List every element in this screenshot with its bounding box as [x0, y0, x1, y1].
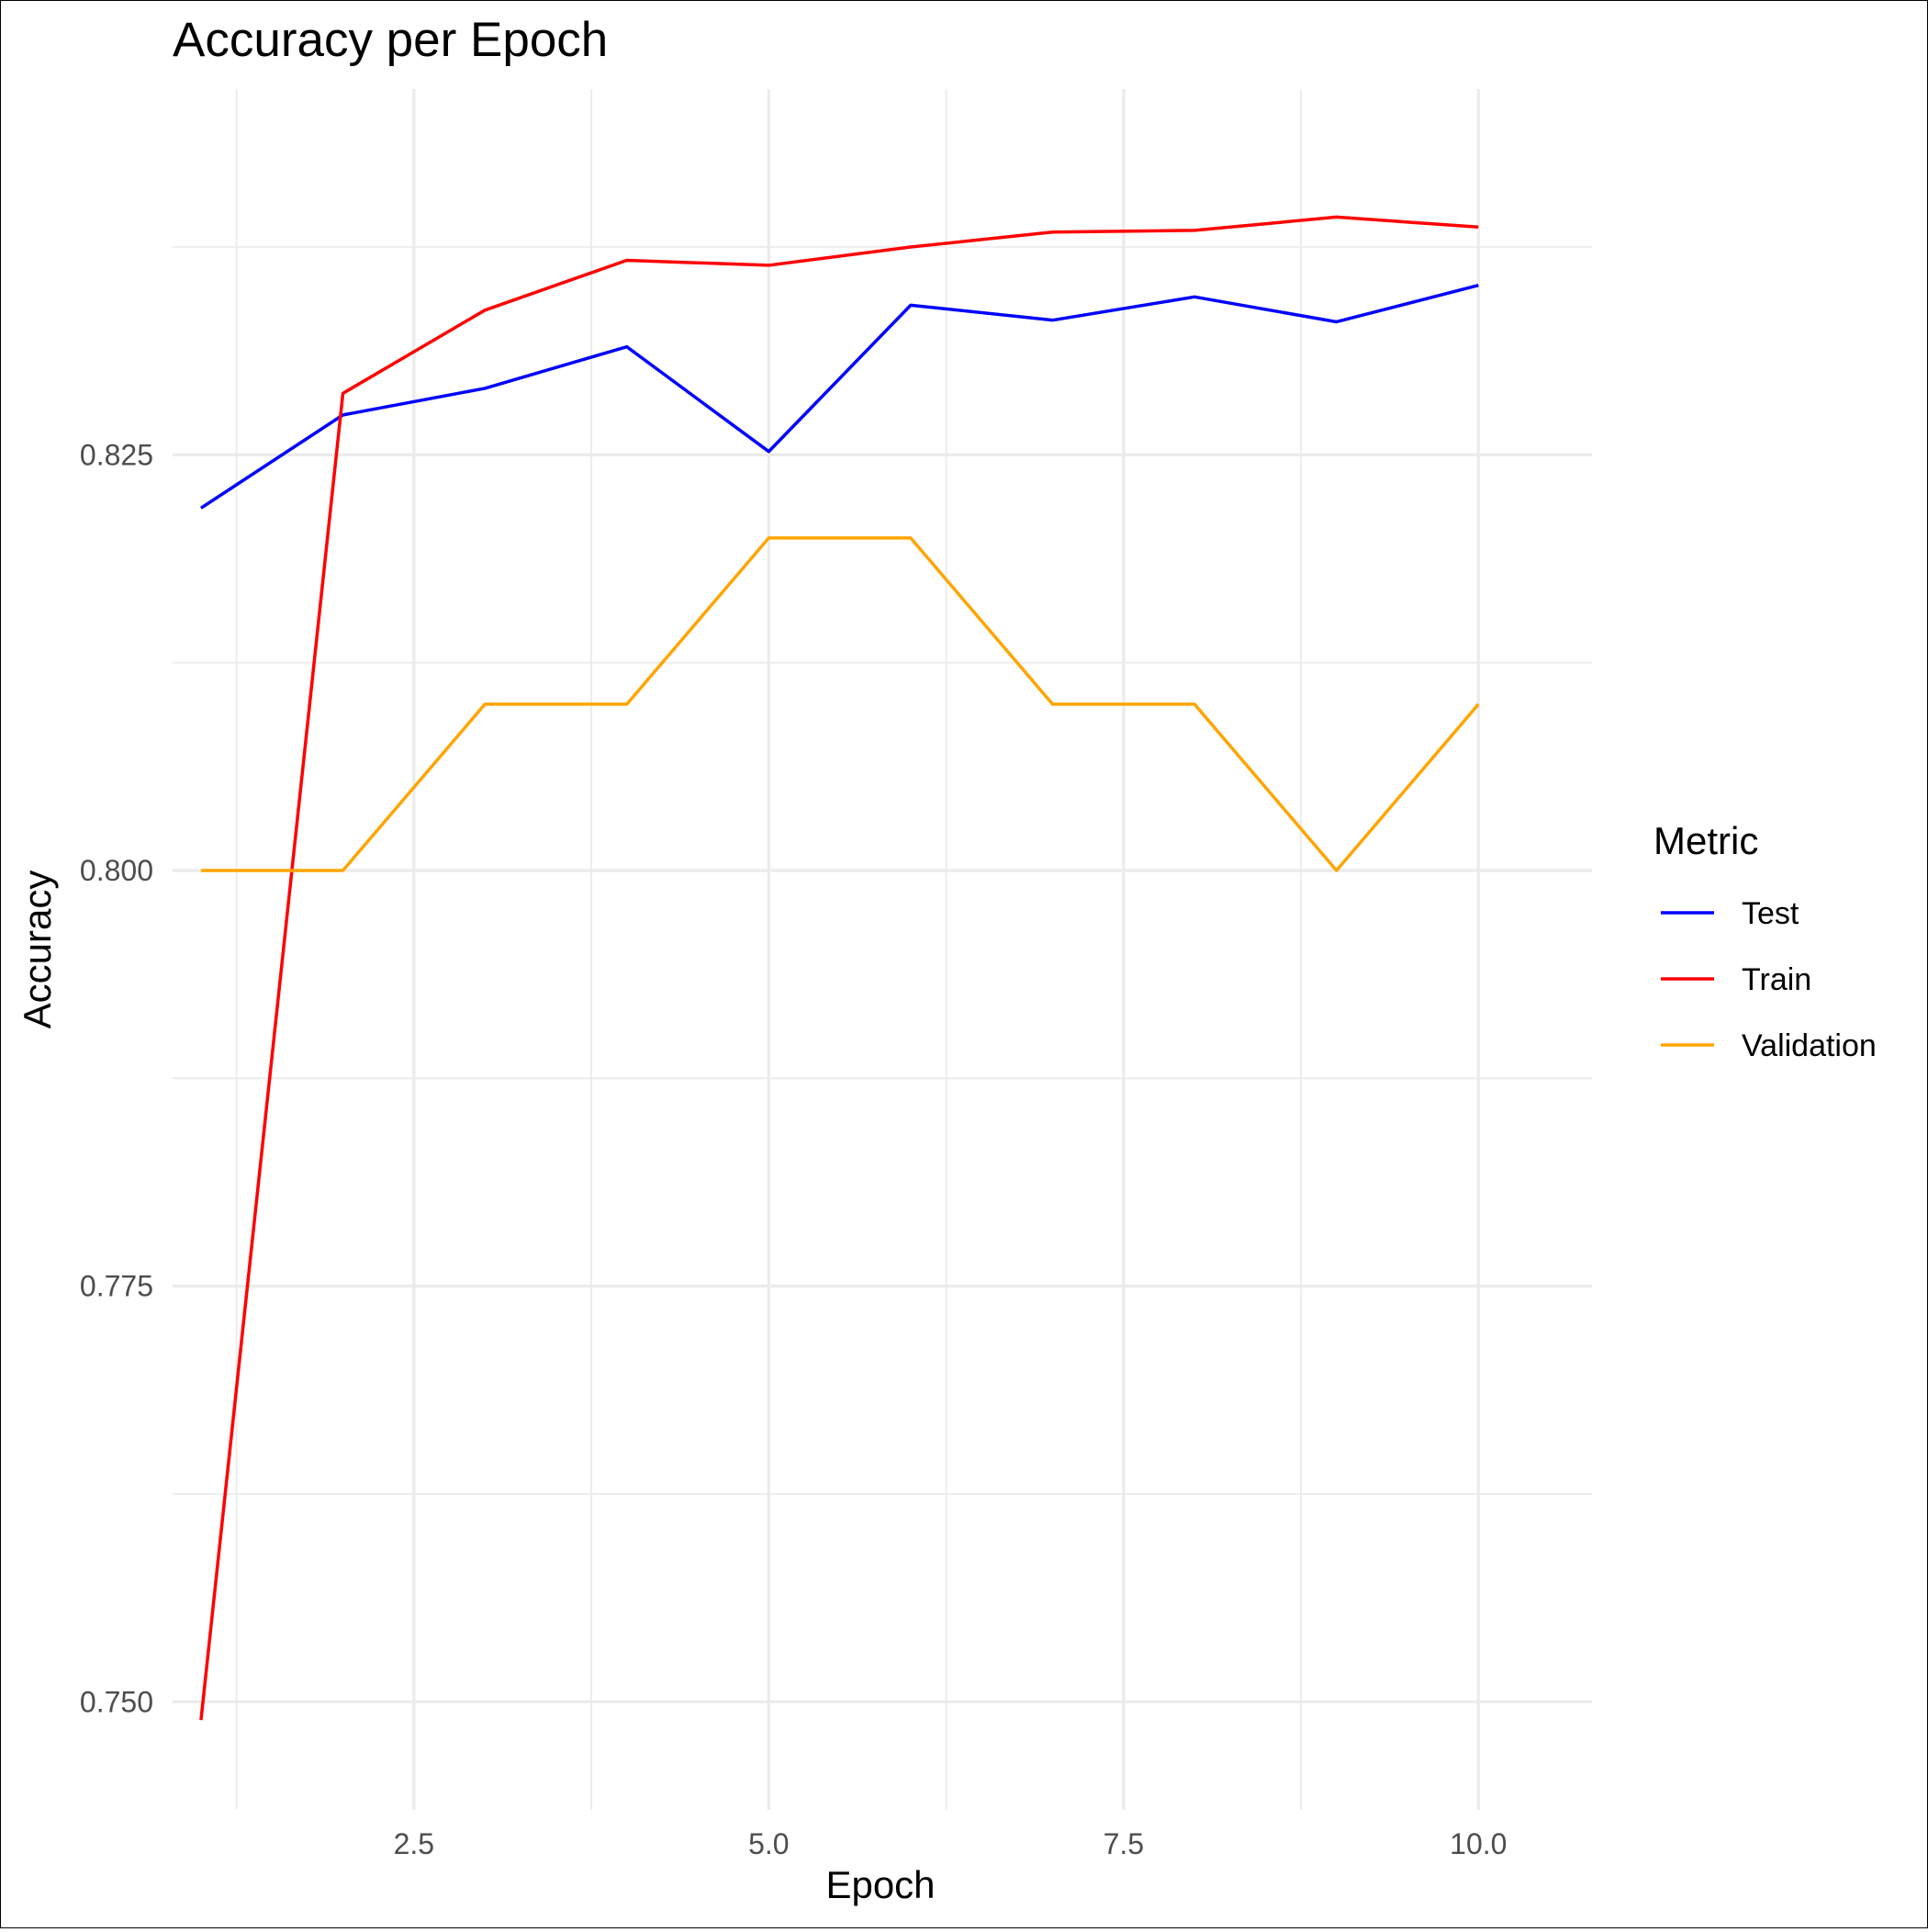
x-axis-ticks: 2.5 5.0 7.5 10.0 [394, 1827, 1508, 1860]
legend-label-train: Train [1742, 962, 1811, 997]
chart-title: Accuracy per Epoch [173, 13, 608, 67]
x-tick-label: 5.0 [748, 1827, 789, 1860]
legend-label-validation: Validation [1742, 1028, 1877, 1063]
x-tick-label: 10.0 [1450, 1827, 1507, 1860]
series-line-train [199, 215, 1479, 1721]
series-line-test [199, 283, 1479, 510]
legend-title: Metric [1653, 819, 1758, 862]
series-line-validation [200, 536, 1480, 872]
y-tick-label: 0.775 [80, 1270, 153, 1303]
x-tick-label: 7.5 [1104, 1827, 1144, 1860]
legend-label-test: Test [1742, 896, 1799, 931]
legend: Metric Test Train Validation [1653, 819, 1877, 1063]
x-axis-label: Epoch [825, 1863, 935, 1906]
x-tick-label: 2.5 [394, 1827, 434, 1860]
series-layer [199, 215, 1480, 1721]
y-tick-label: 0.750 [80, 1685, 153, 1718]
y-tick-label: 0.800 [80, 854, 153, 887]
y-axis-ticks: 0.750 0.775 0.800 0.825 [80, 438, 153, 1718]
y-tick-label: 0.825 [80, 438, 153, 471]
y-axis-label: Accuracy [16, 871, 59, 1029]
grid [173, 89, 1592, 1810]
